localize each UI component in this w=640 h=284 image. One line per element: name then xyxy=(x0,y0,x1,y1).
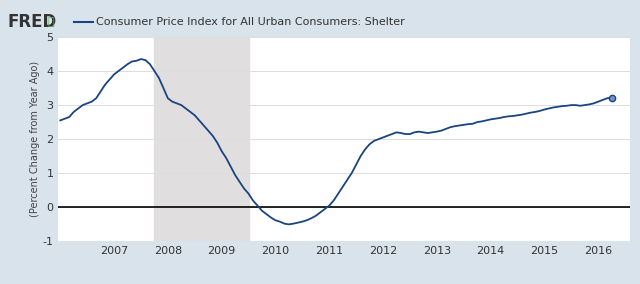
Text: ⤴: ⤴ xyxy=(48,17,54,27)
Y-axis label: (Percent Change from Year Ago): (Percent Change from Year Ago) xyxy=(29,61,40,217)
Bar xyxy=(154,37,248,241)
Text: FRED: FRED xyxy=(8,13,57,31)
Text: Consumer Price Index for All Urban Consumers: Shelter: Consumer Price Index for All Urban Consu… xyxy=(96,17,404,27)
